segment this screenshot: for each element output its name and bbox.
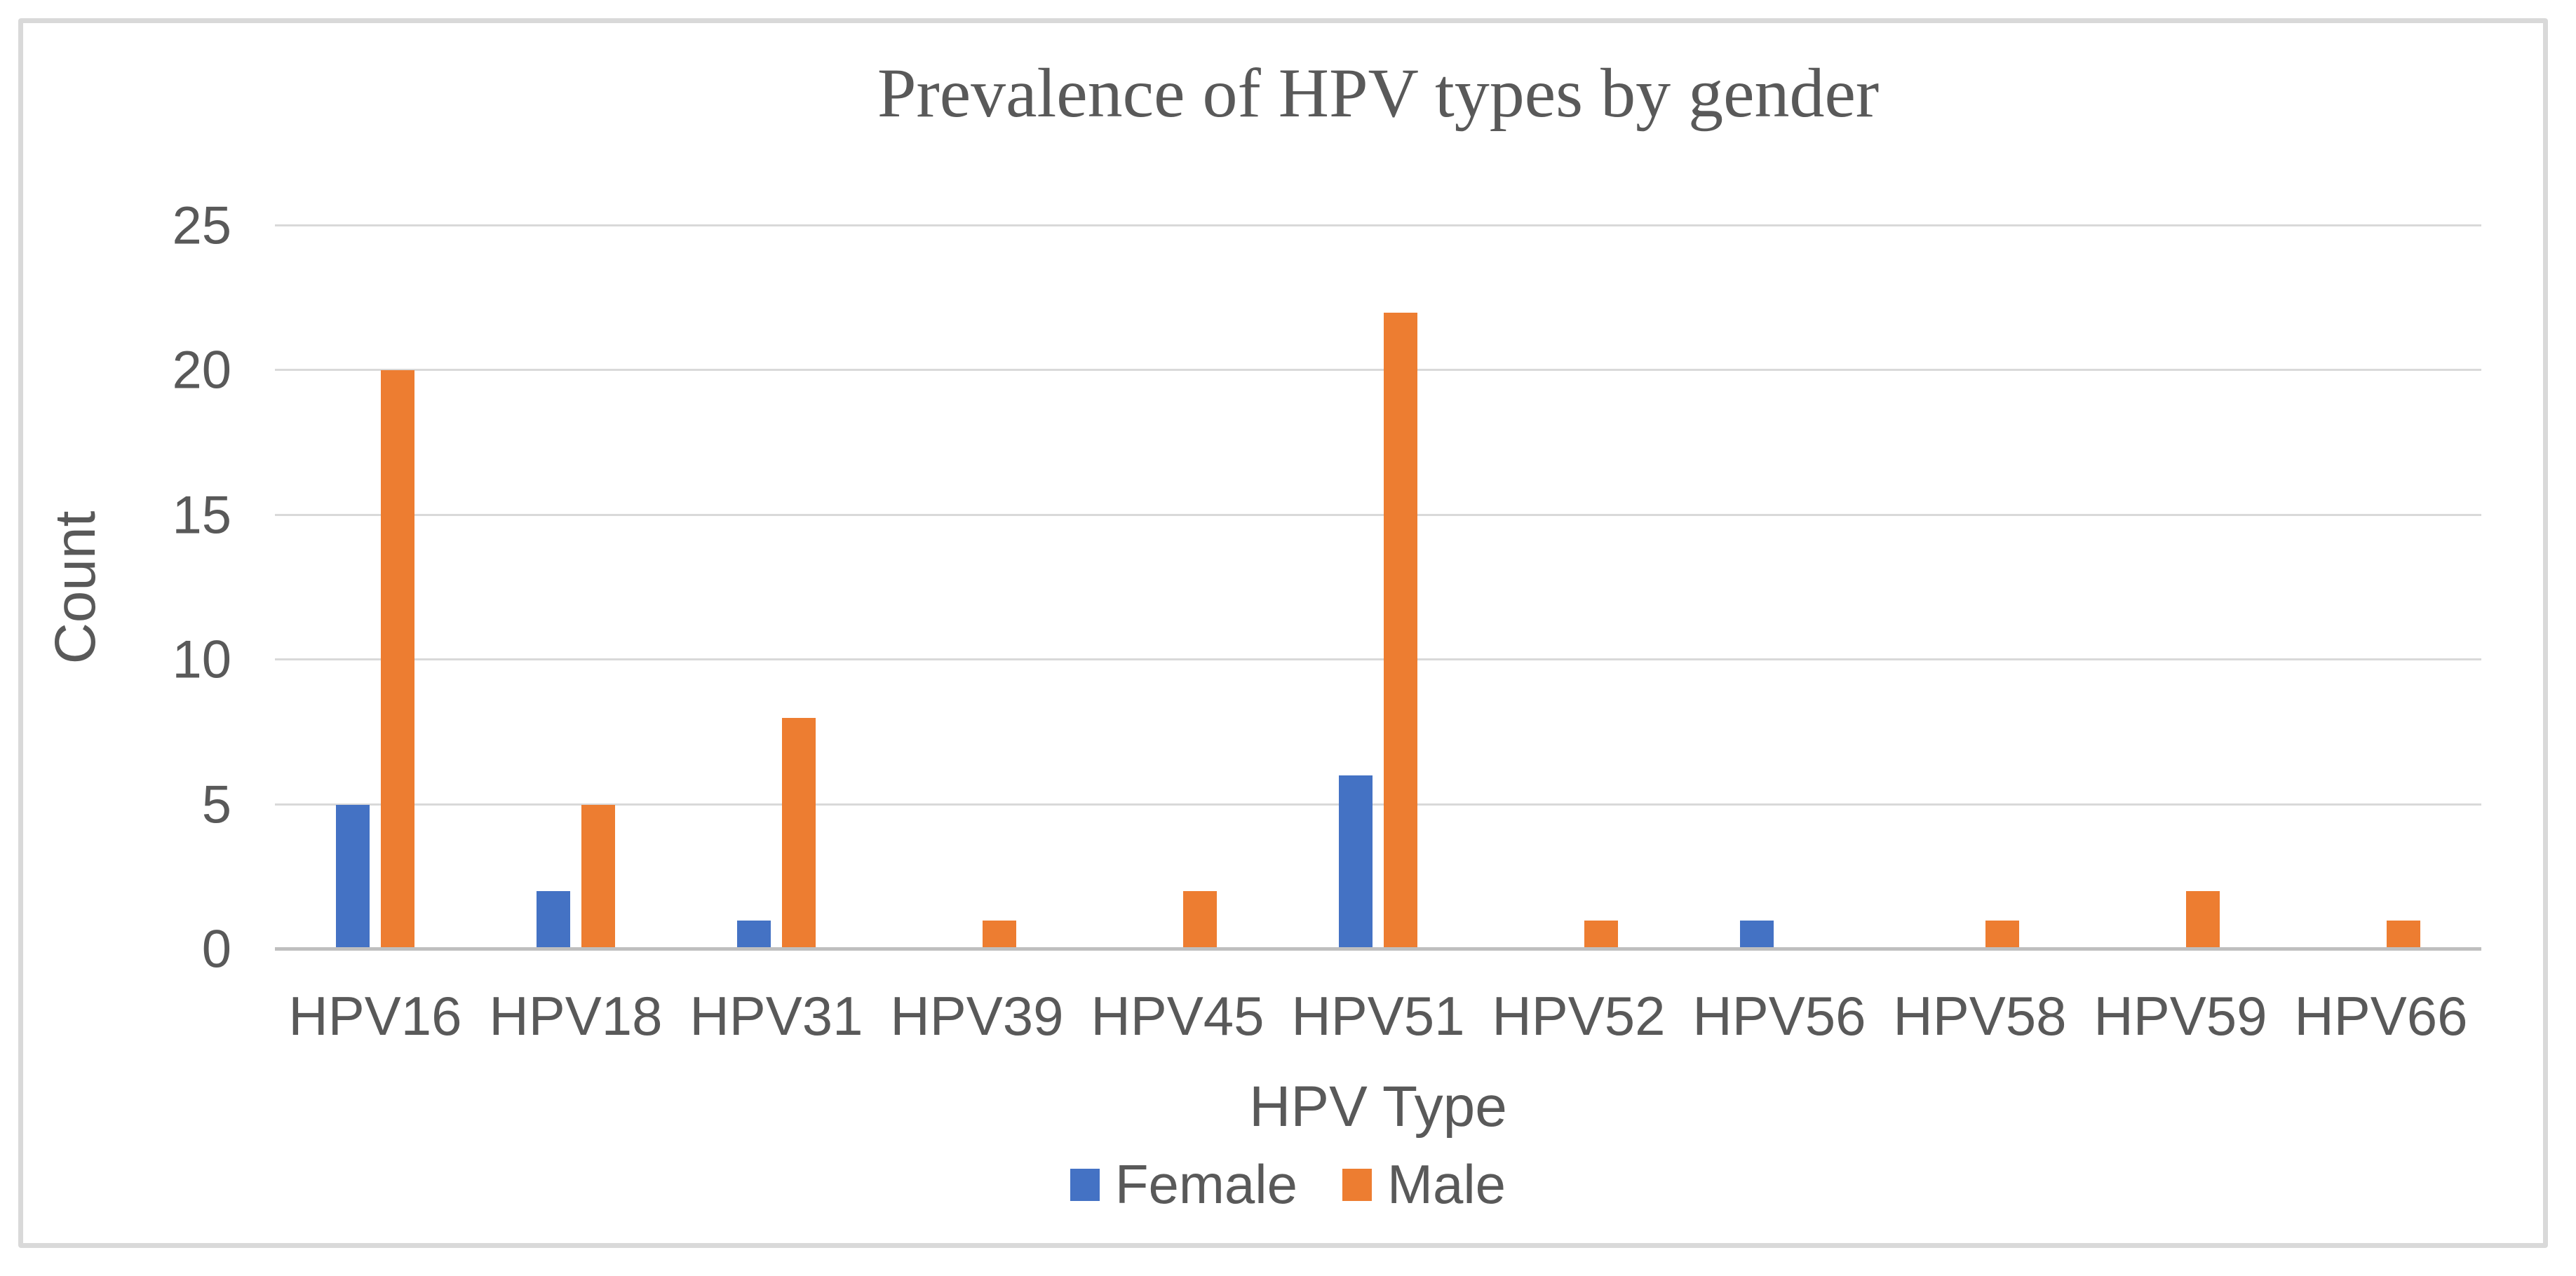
bar-groups <box>275 226 2481 949</box>
x-tick-label-hpv56: HPV56 <box>1692 985 1866 1047</box>
gridline-y20 <box>275 369 2481 372</box>
y-axis-tick-labels: 0 5 10 15 20 25 <box>0 196 238 979</box>
bar-group-hpv52 <box>1478 226 1679 949</box>
bar-group-hpv66 <box>2281 226 2481 949</box>
x-tick-label-hpv31: HPV31 <box>689 985 863 1047</box>
legend-swatch-male <box>1342 1168 1372 1201</box>
bar-female-hpv51 <box>1339 775 1373 949</box>
y-tick-label-15: 15 <box>172 485 231 545</box>
x-tick-label-hpv51: HPV51 <box>1291 985 1465 1047</box>
bar-group-hpv51 <box>1278 226 1478 949</box>
bar-male-hpv39 <box>983 921 1016 949</box>
bar-male-hpv18 <box>581 805 615 949</box>
bar-group-hpv39 <box>877 226 1077 949</box>
bar-female-hpv56 <box>1740 921 1774 949</box>
legend: Female Male <box>23 1153 2553 1216</box>
bar-group-hpv45 <box>1077 226 1278 949</box>
y-tick-label-25: 25 <box>172 196 231 256</box>
gridline-y5 <box>275 803 2481 806</box>
plot-area <box>275 224 2481 951</box>
bar-male-hpv59 <box>2186 891 2220 949</box>
legend-item-male: Male <box>1342 1153 1506 1216</box>
y-axis-title: Count <box>43 510 107 665</box>
chart-frame-border <box>18 18 2548 1248</box>
bar-group-hpv59 <box>2080 226 2281 949</box>
x-tick-label-hpv66: HPV66 <box>2294 985 2468 1047</box>
bar-female-hpv18 <box>537 891 570 949</box>
legend-label-female: Female <box>1114 1153 1297 1215</box>
x-tick-label-hpv18: HPV18 <box>489 985 663 1047</box>
bar-male-hpv51 <box>1384 313 1417 949</box>
chart-title: Prevalence of HPV types by gender <box>877 54 1880 132</box>
y-tick-label-5: 5 <box>201 775 231 835</box>
gridline-y25 <box>275 224 2481 226</box>
gridline-y15 <box>275 513 2481 516</box>
bar-male-hpv58 <box>1985 921 2019 949</box>
bar-female-hpv16 <box>336 805 370 949</box>
x-tick-label-hpv59: HPV59 <box>2093 985 2267 1047</box>
x-tick-label-hpv52: HPV52 <box>1492 985 1666 1047</box>
legend-item-female: Female <box>1070 1153 1297 1216</box>
bar-male-hpv52 <box>1584 921 1618 949</box>
bar-group-hpv18 <box>476 226 676 949</box>
x-axis-tick-labels: HPV16 HPV18 HPV31 HPV39 HPV45 HPV51 HPV52 HPV56… <box>275 984 2481 1048</box>
gridline-y10 <box>275 658 2481 661</box>
legend-swatch-female <box>1070 1168 1100 1201</box>
bar-male-hpv45 <box>1183 891 1217 949</box>
y-tick-label-0: 0 <box>201 919 231 979</box>
bar-group-hpv56 <box>1679 226 1880 949</box>
y-tick-label-20: 20 <box>172 340 231 400</box>
bar-male-hpv16 <box>381 370 414 949</box>
bar-female-hpv31 <box>737 921 771 949</box>
legend-label-male: Male <box>1387 1153 1506 1215</box>
x-axis-line <box>275 947 2481 951</box>
bar-group-hpv16 <box>275 226 476 949</box>
x-axis-title: HPV Type <box>1249 1075 1507 1139</box>
bar-group-hpv58 <box>1880 226 2080 949</box>
bar-male-hpv31 <box>782 718 816 949</box>
x-tick-label-hpv58: HPV58 <box>1893 985 2067 1047</box>
x-tick-label-hpv39: HPV39 <box>890 985 1064 1047</box>
bar-group-hpv31 <box>676 226 877 949</box>
y-tick-label-10: 10 <box>172 630 231 690</box>
x-tick-label-hpv45: HPV45 <box>1091 985 1265 1047</box>
x-tick-label-hpv16: HPV16 <box>288 985 462 1047</box>
bar-male-hpv66 <box>2387 921 2420 949</box>
